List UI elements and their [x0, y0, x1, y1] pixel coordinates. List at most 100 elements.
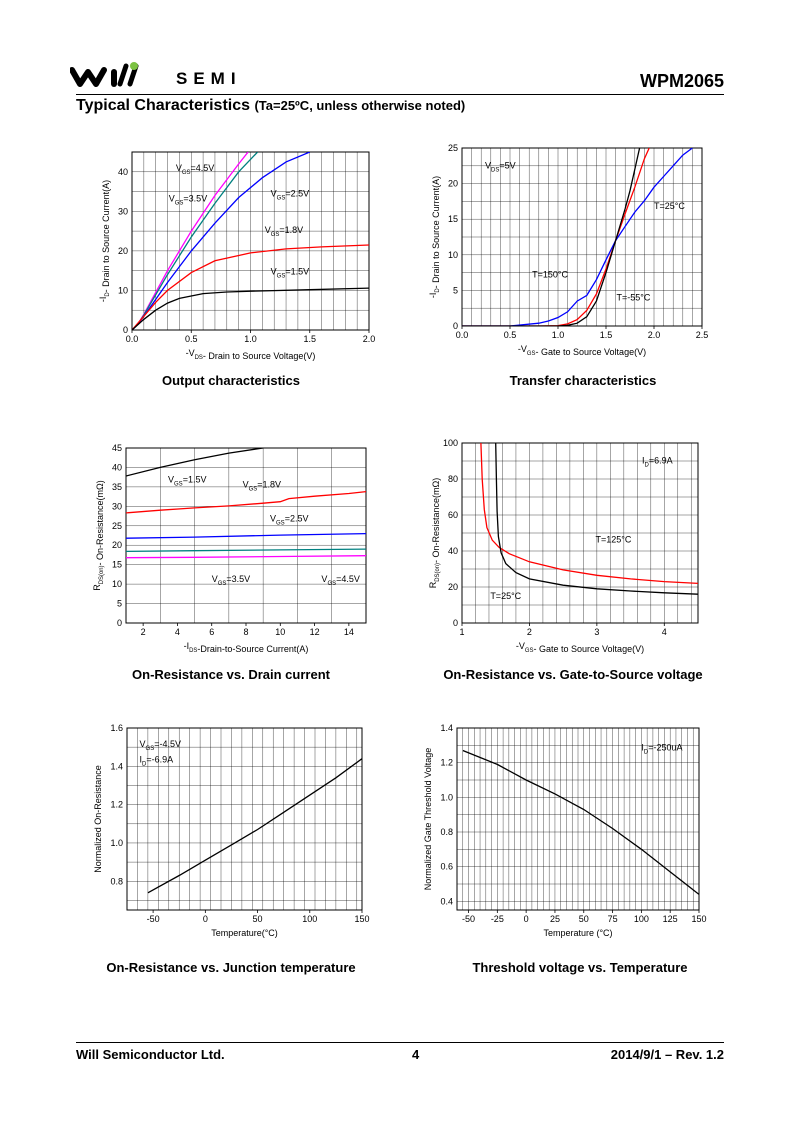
y-tick-label: 20	[448, 582, 458, 592]
footer-rule	[76, 1042, 724, 1043]
y-tick-label: 0.6	[440, 862, 453, 872]
series-annotation: VGS=1.5V	[168, 475, 206, 488]
series-annotation: VGS=1.8V	[265, 225, 303, 238]
y-tick-label: 0.4	[440, 896, 453, 906]
x-tick-label: 1.0	[244, 334, 257, 344]
series-line-vgs1.5v	[126, 448, 264, 477]
y-tick-label: 40	[118, 167, 128, 177]
x-tick-label: 100	[302, 914, 317, 924]
caption-vth-temp: Threshold voltage vs. Temperature	[472, 960, 688, 975]
series-annotation: VGS=2.5V	[271, 188, 309, 201]
x-tick-label: 2.5	[696, 330, 709, 340]
footer-page-number: 4	[412, 1047, 420, 1062]
series-line-curve	[147, 758, 362, 894]
series-annotation: VGS=1.5V	[271, 267, 309, 280]
series-annotation: VGS=3.5V	[169, 193, 207, 206]
x-tick-label: 125	[663, 914, 678, 924]
x-tick-label: 1	[459, 627, 464, 637]
caption-output: Output characteristics	[162, 373, 300, 388]
x-tick-label: 0.5	[185, 334, 198, 344]
x-tick-label: -50	[462, 914, 475, 924]
series-line-vgs1.8v	[132, 244, 369, 330]
y-axis-label: -ID- Drain to Source Current(A)	[428, 176, 441, 298]
series-annotation: VGS=2.5V	[270, 514, 308, 527]
page-heading: Typical Characteristics (Ta=25ºC, unless…	[76, 97, 465, 115]
series-line-t125c	[480, 443, 698, 585]
y-tick-label: 20	[118, 246, 128, 256]
x-tick-label: 150	[354, 914, 369, 924]
series-line-vgs1.5v	[132, 287, 369, 330]
y-tick-label: 45	[112, 443, 122, 453]
y-tick-label: 5	[117, 599, 122, 609]
series-annotation: T=150°C	[532, 270, 568, 280]
x-tick-label: 6	[209, 627, 214, 637]
series-annotation: ID=-250uA	[641, 743, 682, 756]
x-tick-label: 14	[344, 627, 354, 637]
y-tick-label: 1.4	[440, 723, 453, 733]
y-tick-label: 10	[112, 579, 122, 589]
output-characteristics-chart: 0.0 0.5 1.0 1.5 2.0 0 10 20 30 40 -VDS- Drain to S…	[98, 151, 376, 361]
y-axis-label: Normalized Gate Threshold Voltage	[423, 748, 433, 890]
plot-area: 0.0 0.5 1.0 1.5 2.0 0 10 20 30 40 -VDS- Drain to S…	[98, 151, 376, 361]
y-tick-label: 1.0	[440, 792, 453, 802]
y-axis-label: RDS(on)- On-Resistance(mΩ)	[428, 478, 441, 589]
x-tick-label: 2.0	[648, 330, 661, 340]
y-tick-label: 25	[448, 143, 458, 153]
series-annotation: ID=-6.9A	[140, 754, 174, 767]
series-line-t-55c	[462, 148, 641, 326]
series-line-vgs2.5v	[126, 532, 366, 539]
y-tick-label: 0	[453, 618, 458, 628]
y-tick-label: 35	[112, 482, 122, 492]
series-line-vgs1.8v	[126, 490, 366, 514]
x-tick-label: 4	[175, 627, 180, 637]
y-tick-label: 1.2	[110, 800, 123, 810]
y-tick-label: 0	[453, 321, 458, 331]
part-number: WPM2065	[639, 71, 724, 91]
y-tick-label: 25	[112, 521, 122, 531]
series-annotation: T=125°C	[596, 535, 632, 545]
y-tick-label: 0	[123, 325, 128, 335]
x-tick-label: 25	[550, 914, 560, 924]
series-annotation: T=25°C	[654, 201, 685, 211]
transfer-characteristics-chart: 0.0 0.5 1.0 1.5 2.0 2.5 0 5 10 15 20 25 -VGS- Gate t…	[428, 143, 709, 357]
x-axis-label: -VGS- Gate to Source Voltage(V)	[518, 344, 646, 357]
y-tick-label: 10	[118, 285, 128, 295]
y-axis-label: -ID- Drain to Source Current(A)	[98, 180, 111, 302]
x-tick-label: 0.0	[456, 330, 469, 340]
x-tick-label: 12	[310, 627, 320, 637]
x-axis-label: -IDS-Drain-to-Source Current(A)	[184, 641, 309, 654]
x-tick-label: 0.0	[126, 334, 139, 344]
x-tick-label: 100	[634, 914, 649, 924]
series-annotation: T=25°C	[490, 591, 521, 601]
x-axis-label: -VGS- Gate to Source Voltage(V)	[516, 641, 644, 654]
x-tick-label: 0	[524, 914, 529, 924]
heading-note: (Ta=25ºC, unless otherwise noted)	[254, 98, 466, 113]
y-tick-label: 1.4	[110, 761, 123, 771]
series-annotation: T=-55°C	[617, 292, 651, 302]
footer-date-revision: 2014/9/1 – Rev. 1.2	[610, 1047, 724, 1062]
header-rule	[76, 94, 724, 95]
plot-area: 2 4 6 8 10 12 14 0 5 10 15 20 25 30 35 40 45 -IDS-Drain-t…	[92, 443, 367, 654]
y-tick-label: 60	[448, 510, 458, 520]
x-tick-label: 2.0	[363, 334, 376, 344]
series-line-vgs4.5v	[126, 555, 366, 559]
y-tick-label: 10	[448, 250, 458, 260]
x-tick-label: 4	[662, 627, 667, 637]
x-axis-label: -VDS- Drain to Source Voltage(V)	[186, 348, 316, 361]
x-tick-label: 75	[608, 914, 618, 924]
series-annotation: VGS=4.5V	[321, 574, 359, 587]
x-tick-label: 1.0	[552, 330, 565, 340]
x-tick-label: 2	[527, 627, 532, 637]
series-annotation: VDS=5V	[485, 161, 516, 174]
x-tick-label: 50	[579, 914, 589, 924]
x-tick-label: -25	[491, 914, 504, 924]
series-line-t150c	[462, 148, 693, 326]
x-tick-label: 2	[141, 627, 146, 637]
plot-frame	[126, 727, 363, 911]
y-tick-label: 80	[448, 474, 458, 484]
caption-ron-vgs: On-Resistance vs. Gate-to-Source voltage	[443, 667, 703, 682]
series-line-curve	[462, 749, 699, 895]
x-tick-label: -50	[147, 914, 160, 924]
